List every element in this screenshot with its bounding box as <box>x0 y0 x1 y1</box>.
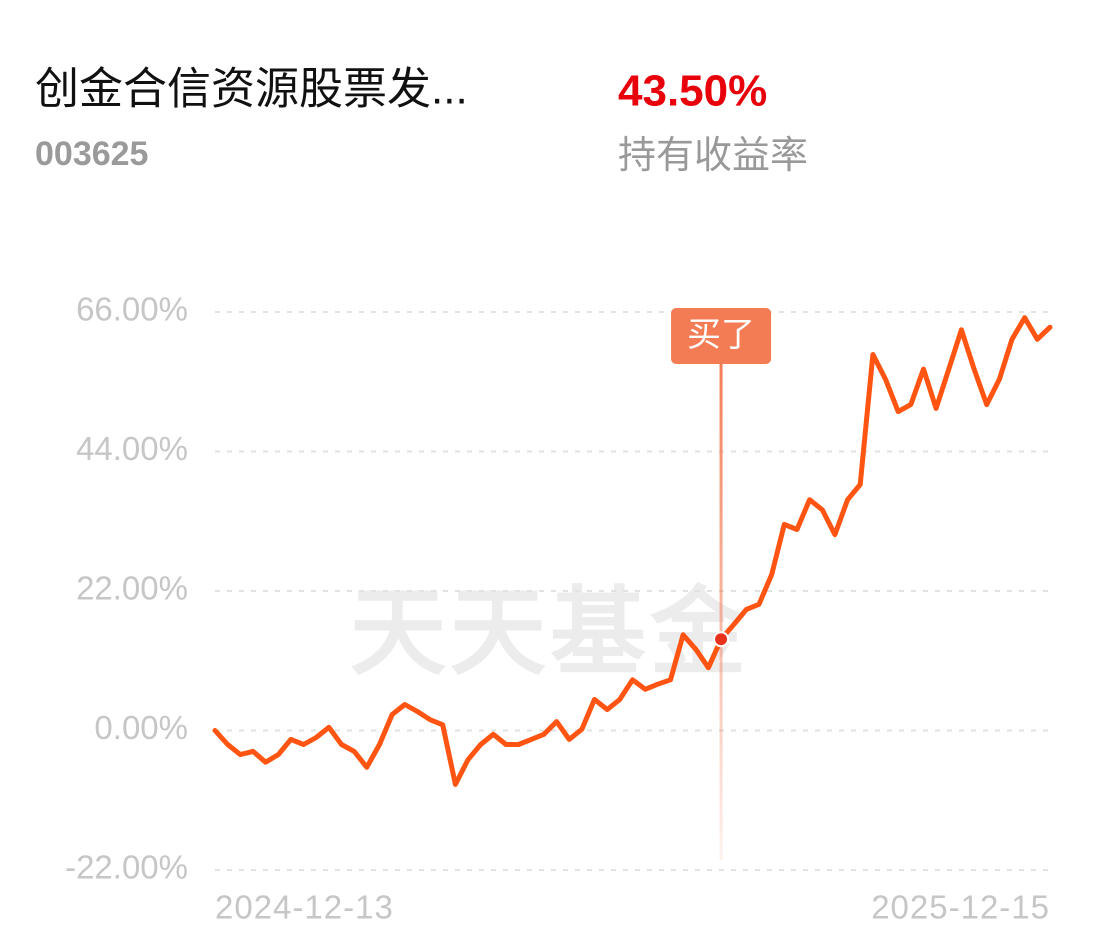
buy-line <box>719 362 723 860</box>
y-tick-label: 66.00% <box>76 291 188 328</box>
y-tick-label: 0.00% <box>94 709 188 746</box>
buy-label: 买了 <box>687 316 755 354</box>
buy-point <box>713 631 730 648</box>
x-tick-label: 2024-12-13 <box>215 889 394 926</box>
y-tick-label: -22.00% <box>65 849 188 886</box>
buy-label-box <box>671 308 772 364</box>
fund-name: 创金合信资源股票发... <box>35 65 468 114</box>
return-value: 43.50% <box>618 67 767 116</box>
watermark: 天天基金 <box>350 579 750 686</box>
return-label: 持有收益率 <box>618 135 808 177</box>
y-tick-label: 44.00% <box>76 430 188 467</box>
x-tick-label: 2025-12-15 <box>871 889 1050 926</box>
fund-code: 003625 <box>35 135 148 173</box>
y-tick-label: 22.00% <box>76 570 188 607</box>
line <box>212 315 1053 787</box>
